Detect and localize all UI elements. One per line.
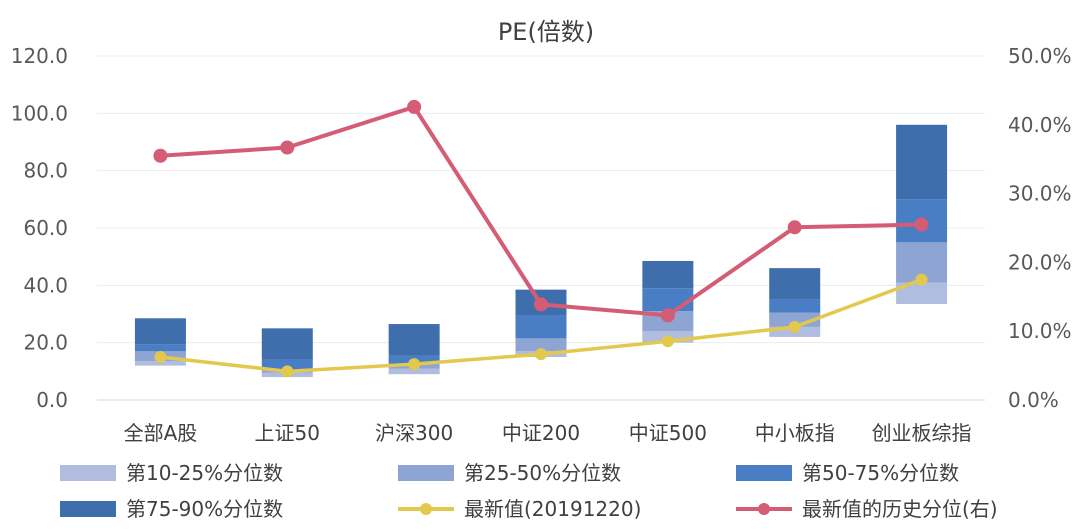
bar-segment [134,318,186,345]
bar-segment [769,299,821,313]
data-point [788,320,801,333]
legend-label: 最新值的历史分位(右) [802,497,998,521]
y-tick-label: 80.0 [23,159,68,183]
data-point [281,365,294,378]
chart-title: PE(倍数) [498,18,594,46]
data-point [408,358,421,371]
y-tick-label: 20.0 [23,331,68,355]
y2-tick-label: 0.0% [1008,388,1059,412]
category-label: 上证50 [255,421,320,445]
legend-marker [420,503,432,515]
bar-segment [515,315,567,339]
legend-swatch [60,501,116,517]
legend-label: 第25-50%分位数 [464,461,621,485]
legend-label: 第75-90%分位数 [126,497,283,521]
category-label: 沪深300 [375,421,453,445]
data-point [154,351,167,363]
y2-tick-label: 10.0% [1008,319,1072,343]
data-point [153,148,168,163]
legend-swatch [60,465,116,481]
y2-tick-label: 30.0% [1008,182,1072,206]
bar-segment [261,328,313,360]
bar-segment [134,361,186,366]
y2-tick-label: 50.0% [1008,44,1072,68]
y-tick-label: 120.0 [11,44,68,68]
data-point [280,140,295,155]
legend-marker [758,503,770,515]
bar-segment [769,268,821,300]
bar-segment [642,288,694,312]
legend-label: 第50-75%分位数 [802,461,959,485]
bar-segment [896,124,948,200]
legend-swatch [736,465,792,481]
data-point [915,273,928,286]
legend-label: 第10-25%分位数 [126,461,283,485]
bar-segment [388,324,440,356]
bar-segment [642,260,694,289]
y-tick-label: 60.0 [23,216,68,240]
data-point [914,217,929,232]
lines [153,99,929,378]
legend-swatch [398,465,454,481]
category-axis: 全部A股 上证50 沪深300 中证200 中证500 中小板指 创业板综指 [124,421,972,445]
y2-tick-label: 40.0% [1008,113,1072,137]
category-label: 中小板指 [755,421,835,445]
y-tick-label: 0.0 [36,388,68,412]
bar-segment [515,338,567,352]
category-label: 中证500 [629,421,707,445]
data-point [407,99,422,114]
category-label: 中证200 [502,421,580,445]
data-point [661,335,674,348]
category-label: 全部A股 [124,421,198,445]
left-axis: 0.0 20.0 40.0 60.0 80.0 100.0 120.0 [11,44,68,412]
data-point [787,220,802,235]
data-point [660,308,675,323]
y2-tick-label: 20.0% [1008,250,1072,274]
legend-label: 最新值(20191220) [464,497,641,521]
bar-segment [388,368,440,375]
bar-segment [261,359,313,370]
data-point [535,348,547,361]
bar-segment [134,344,186,352]
category-label: 创业板综指 [872,421,972,445]
right-axis: 0.0% 10.0% 20.0% 30.0% 40.0% 50.0% [1008,44,1072,412]
gridlines [97,55,985,401]
data-point [534,297,548,312]
y-tick-label: 100.0 [11,101,68,125]
bar-segment [896,282,948,304]
bars [134,124,948,378]
legend: 第10-25%分位数 第25-50%分位数 第50-75%分位数第75-90%分位数… [60,461,998,521]
y-tick-label: 40.0 [23,273,68,297]
